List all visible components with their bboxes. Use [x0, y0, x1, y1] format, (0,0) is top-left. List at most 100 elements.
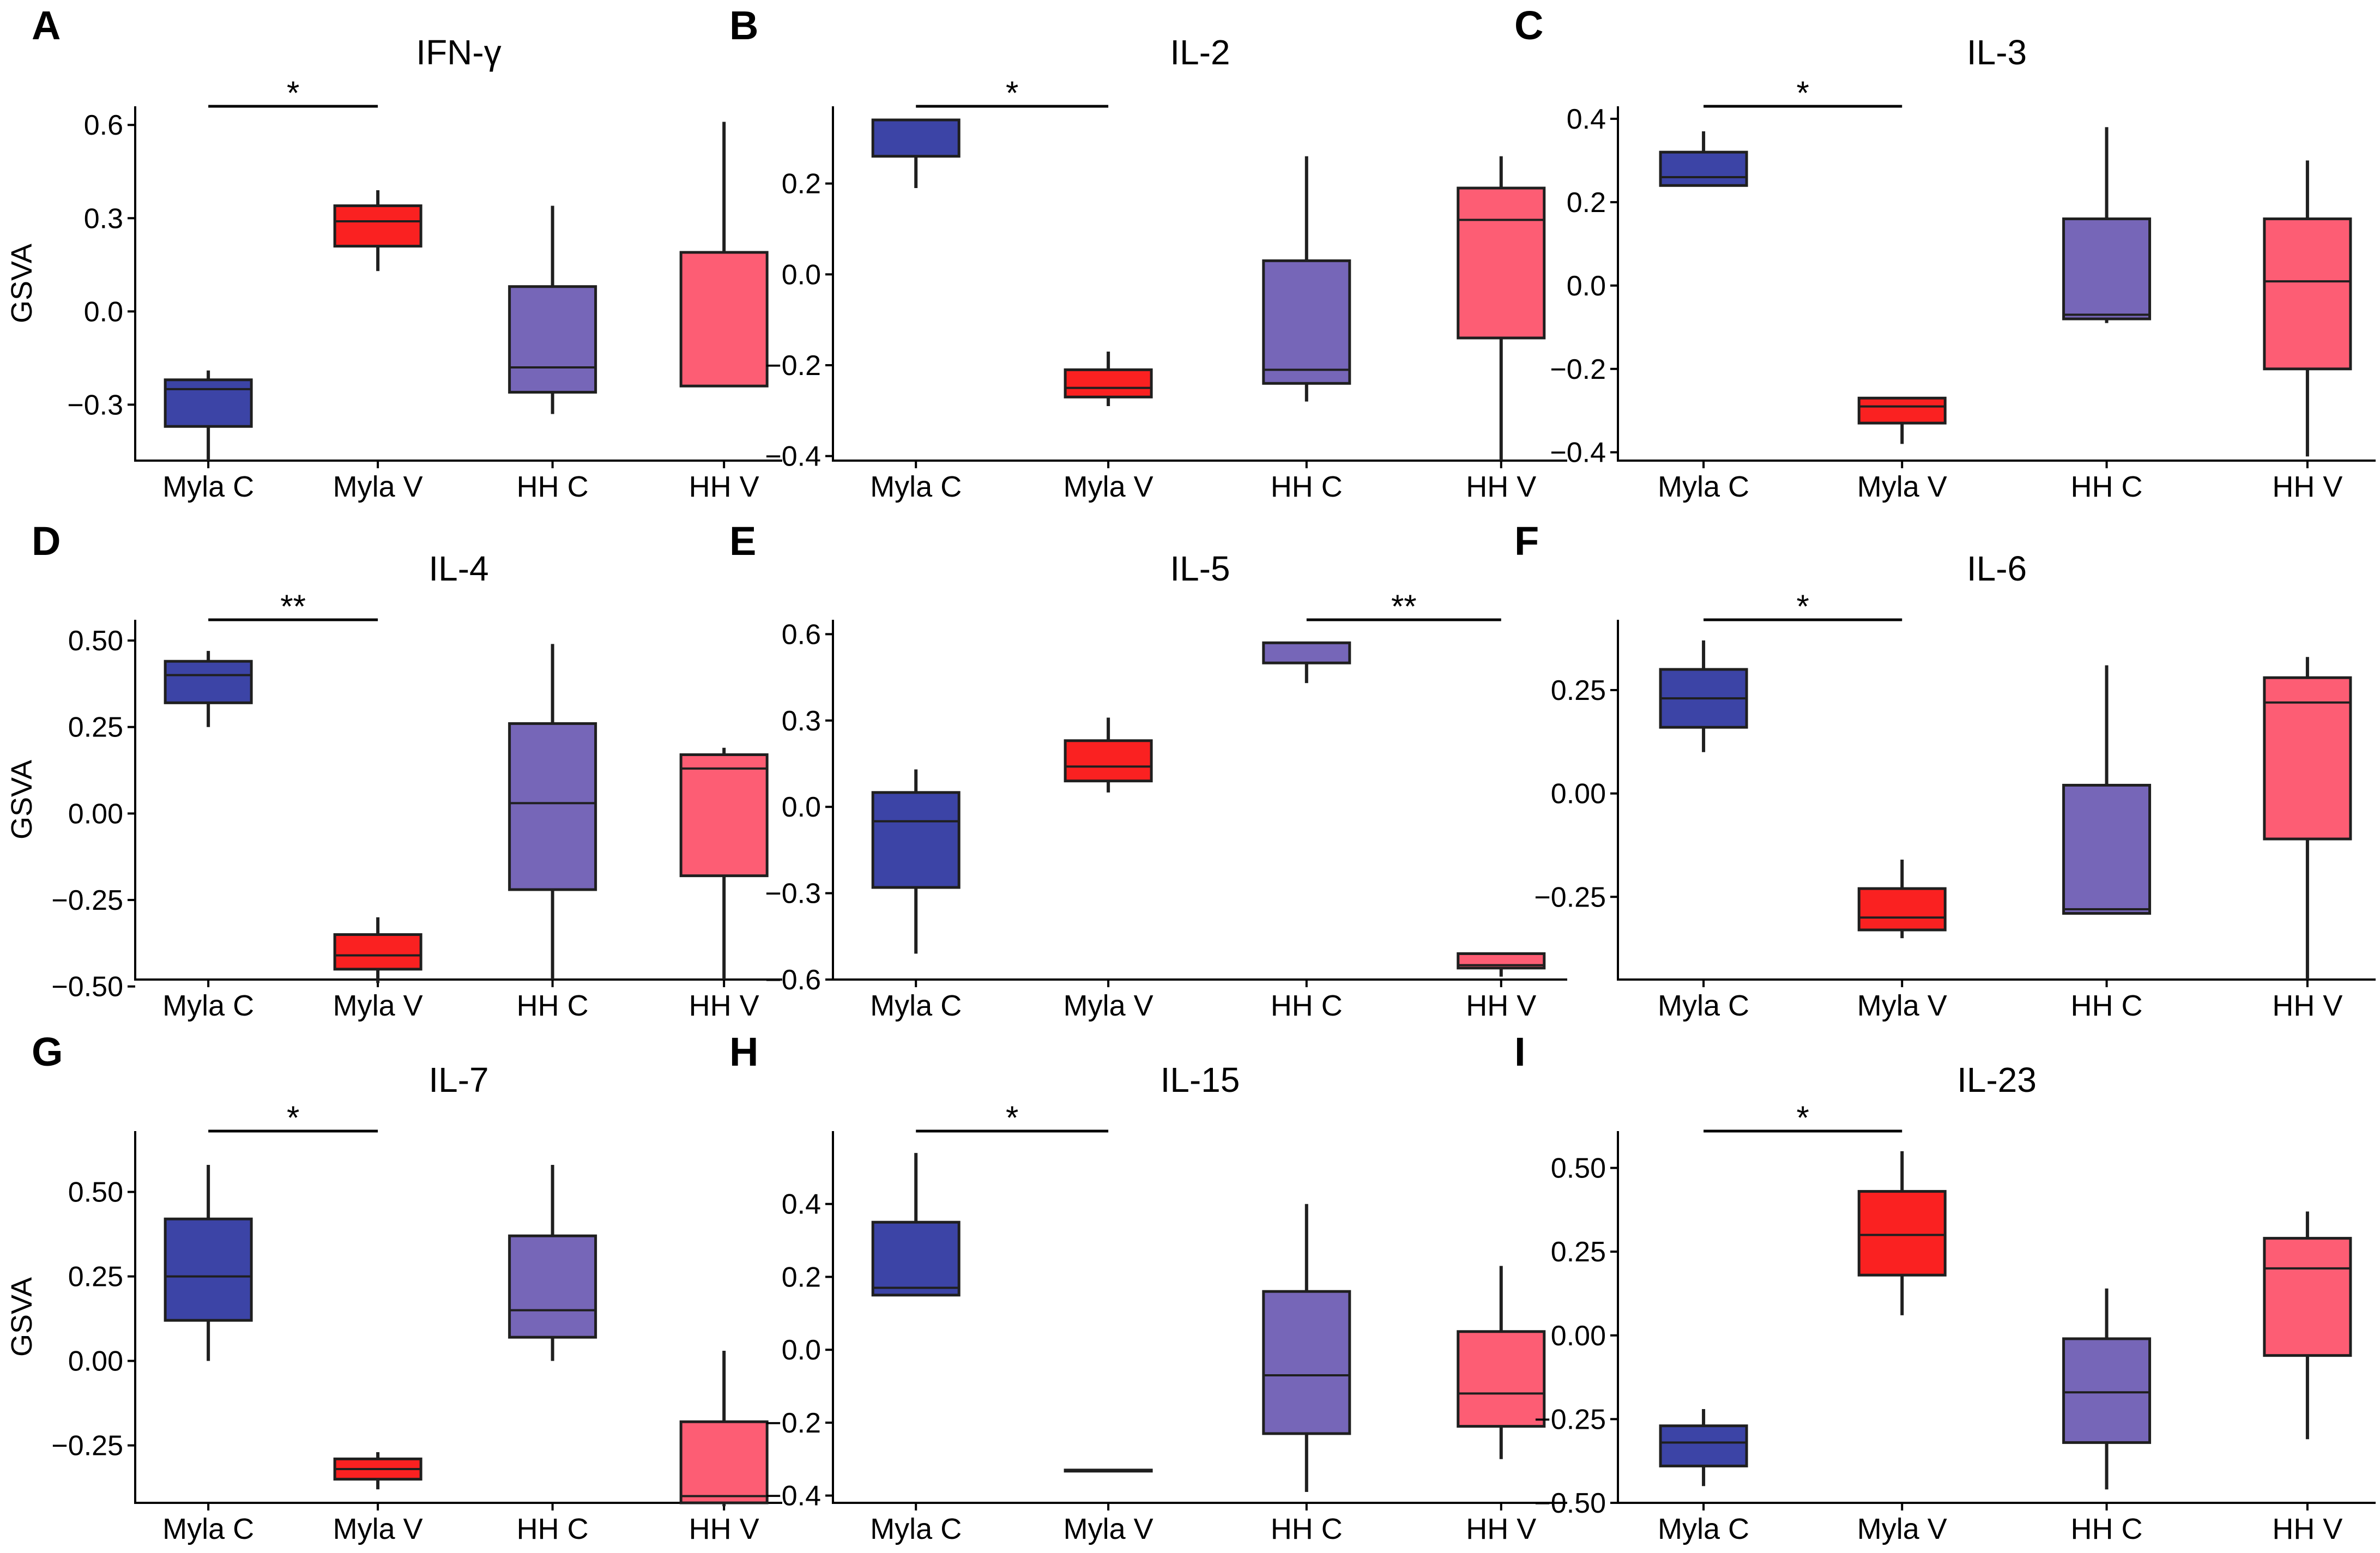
y-tick-label: 0.25	[1551, 675, 1606, 706]
box-myla-c	[1659, 131, 1748, 187]
significance-label: *	[1796, 588, 1809, 625]
box-body	[1659, 150, 1748, 187]
panel-a: A IFN-γ GSVA −0.3 0.0 0.3 0.6 Myla C Myla V HH C H…	[5, 3, 782, 503]
significance-label: **	[1391, 588, 1417, 625]
panel-c: C IL-3 −0.4 −0.2 0.0 0.2 0.4 Myla C Myla V HH C HH…	[1514, 3, 2376, 503]
y-tick-label: 0.00	[1551, 778, 1606, 810]
box-hh-c	[1262, 1204, 1351, 1492]
y-tick-label: −0.25	[51, 885, 123, 916]
box-hh-c	[2062, 127, 2152, 323]
box-hh-v	[2263, 657, 2352, 980]
panel-letter: G	[32, 1029, 63, 1074]
panel-title: IL-15	[1161, 1060, 1240, 1099]
box-body	[679, 1420, 769, 1504]
x-tick-label: Myla V	[1064, 470, 1153, 503]
panel-letter: A	[32, 3, 61, 48]
panel-letter: D	[32, 518, 61, 564]
box-hh-v	[679, 122, 769, 388]
x-tick-label: HH C	[517, 470, 589, 503]
x-tick-label: Myla C	[162, 1513, 254, 1545]
box-body	[1457, 1330, 1546, 1428]
x-tick-label: HH C	[517, 1513, 589, 1545]
panel-letter: C	[1514, 3, 1543, 48]
box-hh-v	[679, 1351, 769, 1507]
y-tick-label: 0.00	[1551, 1320, 1606, 1352]
box-body	[333, 204, 422, 248]
y-tick-label: −0.4	[765, 441, 821, 473]
y-tick-label: −0.2	[765, 350, 821, 382]
y-tick-label: −0.3	[765, 878, 821, 910]
box-body	[1857, 887, 1947, 932]
y-tick-label: 0.50	[1551, 1153, 1606, 1185]
significance-label: **	[280, 588, 306, 625]
x-tick-label: HH C	[1271, 989, 1343, 1022]
y-tick-label: 0.0	[84, 296, 123, 328]
box-body	[2062, 783, 2152, 915]
y-tick-label: −0.2	[765, 1407, 821, 1439]
box-hh-c	[2062, 665, 2152, 915]
box-myla-c	[871, 769, 961, 954]
box-myla-v	[333, 190, 422, 271]
box-body	[2263, 217, 2352, 371]
x-tick-label: HH V	[2272, 989, 2342, 1022]
box-hh-v	[1457, 156, 1546, 461]
x-tick-label: HH C	[2071, 1513, 2143, 1545]
y-tick-label: 0.50	[68, 1177, 123, 1208]
significance-label: *	[1006, 1099, 1018, 1136]
x-tick-label: HH V	[1466, 989, 1536, 1022]
x-tick-label: Myla C	[1658, 1513, 1749, 1545]
box-hh-v	[2263, 160, 2352, 457]
box-hh-v	[1457, 1266, 1546, 1459]
box-body	[1064, 368, 1153, 398]
x-tick-label: Myla V	[1064, 1513, 1153, 1545]
panel-h: H IL-15 −0.4 −0.2 0.0 0.2 0.4 Myla C Myla V HH C H…	[729, 1029, 1567, 1545]
box-body	[2062, 1337, 2152, 1444]
significance-label: *	[1796, 1099, 1809, 1136]
box-hh-c	[1262, 156, 1351, 402]
box-hh-c	[508, 206, 597, 414]
x-tick-label: Myla C	[1658, 989, 1749, 1022]
significance-label: *	[1796, 75, 1809, 111]
y-tick-label: −0.3	[67, 389, 123, 421]
box-body	[679, 753, 769, 878]
x-tick-label: Myla C	[870, 470, 962, 503]
y-tick-label: −0.25	[51, 1430, 123, 1462]
x-tick-label: HH V	[689, 1513, 759, 1545]
panel-letter: B	[729, 3, 758, 48]
x-tick-label: Myla V	[333, 1513, 423, 1545]
y-axis-label: GSVA	[5, 244, 38, 323]
box-body	[679, 251, 769, 388]
y-tick-label: 0.0	[1567, 270, 1606, 302]
box-body	[1262, 641, 1351, 664]
y-tick-label: 0.6	[782, 619, 821, 650]
panel-letter: E	[729, 518, 756, 564]
y-tick-label: −0.25	[1534, 1404, 1606, 1435]
x-tick-label: Myla C	[870, 1513, 962, 1545]
x-tick-label: Myla V	[333, 989, 423, 1022]
x-tick-label: HH C	[517, 989, 589, 1022]
x-tick-label: Myla V	[333, 470, 423, 503]
box-myla-v	[1064, 352, 1153, 406]
x-tick-label: Myla C	[162, 470, 254, 503]
y-tick-label: −0.50	[51, 971, 123, 1003]
box-myla-v	[333, 917, 422, 983]
y-tick-label: 0.50	[68, 625, 123, 657]
y-tick-label: 0.0	[782, 791, 821, 823]
x-tick-label: Myla V	[1857, 470, 1947, 503]
box-body	[333, 933, 422, 971]
box-body	[1659, 1424, 1748, 1467]
box-myla-c	[1659, 1409, 1748, 1486]
box-body	[164, 1217, 253, 1322]
box-body	[1857, 396, 1947, 425]
box-body	[871, 1220, 961, 1297]
box-myla-c	[164, 1165, 253, 1361]
box-body	[164, 378, 253, 428]
y-tick-label: −0.4	[1550, 437, 1606, 469]
box-body	[2062, 217, 2152, 321]
x-tick-label: HH V	[1466, 1513, 1536, 1545]
box-body	[871, 791, 961, 889]
y-tick-label: 0.00	[68, 1346, 123, 1377]
x-tick-label: HH C	[2071, 989, 2143, 1022]
y-tick-label: 0.3	[782, 705, 821, 737]
panel-d: D IL-4 GSVA −0.50 −0.25 0.00 0.25 0.50 Myla C Myl…	[5, 518, 782, 1022]
